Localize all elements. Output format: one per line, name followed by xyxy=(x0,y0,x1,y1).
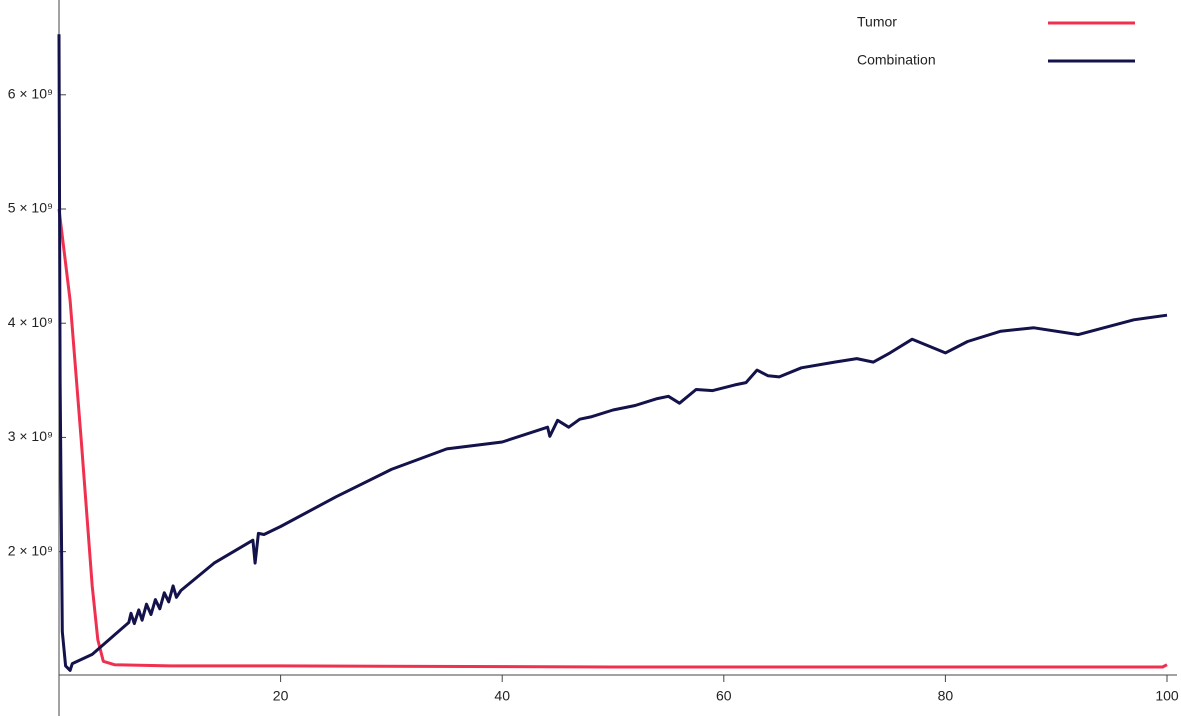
y-tick-label: 2 × 10⁹ xyxy=(8,542,53,558)
y-tick-label: 6 × 10⁹ xyxy=(8,86,53,102)
x-tick-label: 20 xyxy=(273,688,289,704)
series-line xyxy=(57,34,1168,672)
x-tick-label: 100 xyxy=(1155,688,1179,704)
x-tick-label: 40 xyxy=(494,688,510,704)
y-tick-label: 5 × 10⁹ xyxy=(8,200,53,216)
legend-label: Combination xyxy=(857,52,936,68)
series-line xyxy=(57,208,1168,669)
legend-label: Tumor xyxy=(857,14,897,30)
x-tick-label: 80 xyxy=(938,688,954,704)
y-tick-label: 4 × 10⁹ xyxy=(8,314,53,330)
y-tick-label: 3 × 10⁹ xyxy=(8,428,53,444)
x-tick-label: 60 xyxy=(716,688,732,704)
